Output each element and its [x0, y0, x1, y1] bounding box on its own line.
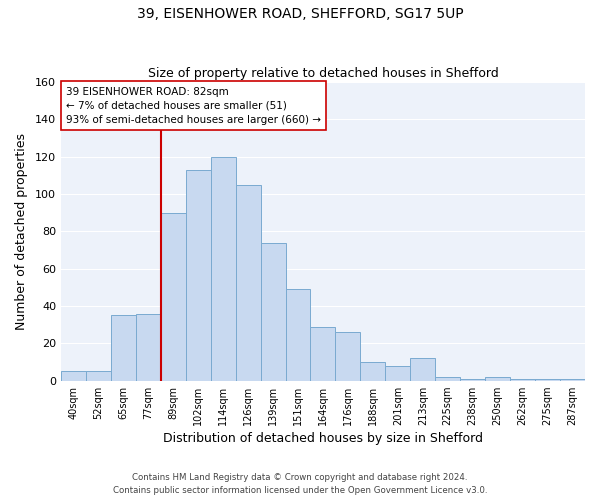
Bar: [435, 377, 460, 380]
Y-axis label: Number of detached properties: Number of detached properties: [15, 133, 28, 330]
Bar: [61, 372, 86, 380]
Bar: [186, 170, 211, 380]
Text: 39, EISENHOWER ROAD, SHEFFORD, SG17 5UP: 39, EISENHOWER ROAD, SHEFFORD, SG17 5UP: [137, 8, 463, 22]
Bar: [111, 316, 136, 380]
Bar: [286, 289, 310, 380]
Bar: [361, 362, 385, 380]
Bar: [260, 242, 286, 380]
Bar: [510, 379, 535, 380]
Bar: [310, 326, 335, 380]
Bar: [410, 358, 435, 380]
Bar: [385, 366, 410, 380]
Text: Contains HM Land Registry data © Crown copyright and database right 2024.
Contai: Contains HM Land Registry data © Crown c…: [113, 474, 487, 495]
Bar: [86, 372, 111, 380]
Bar: [161, 212, 186, 380]
Title: Size of property relative to detached houses in Shefford: Size of property relative to detached ho…: [148, 66, 499, 80]
Bar: [236, 184, 260, 380]
Bar: [211, 156, 236, 380]
Text: 39 EISENHOWER ROAD: 82sqm
← 7% of detached houses are smaller (51)
93% of semi-d: 39 EISENHOWER ROAD: 82sqm ← 7% of detach…: [66, 86, 321, 124]
Bar: [136, 314, 161, 380]
Bar: [460, 379, 485, 380]
X-axis label: Distribution of detached houses by size in Shefford: Distribution of detached houses by size …: [163, 432, 483, 445]
Bar: [560, 379, 585, 380]
Bar: [485, 377, 510, 380]
Bar: [535, 379, 560, 380]
Bar: [335, 332, 361, 380]
